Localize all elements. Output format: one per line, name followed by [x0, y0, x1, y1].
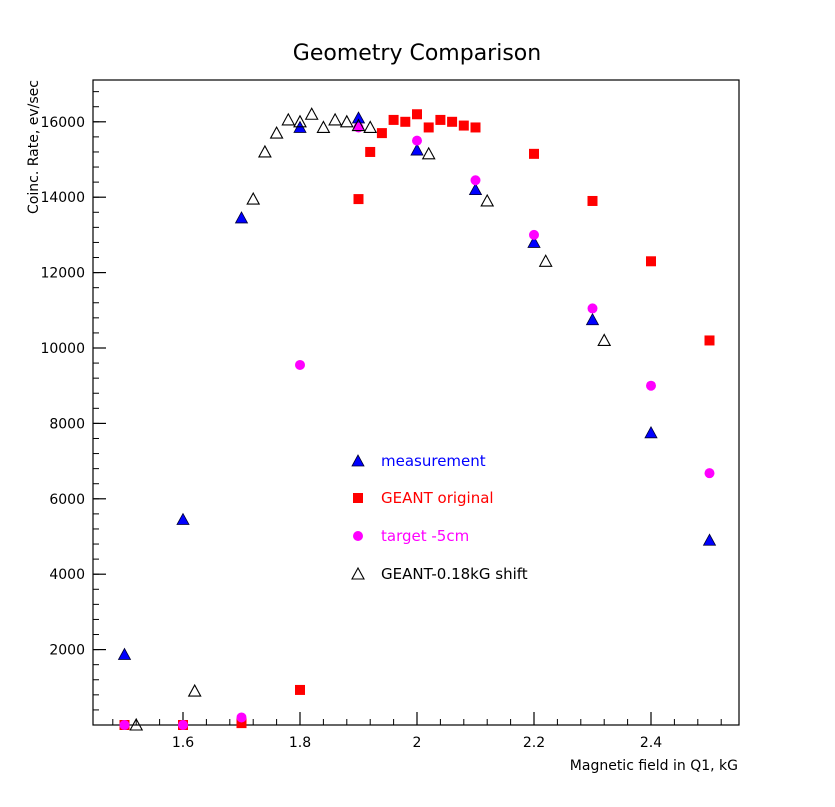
- data-point-series-3: [538, 254, 553, 267]
- data-point-series-3: [328, 112, 343, 126]
- data-point-series-0: [527, 235, 541, 248]
- legend-marker-series-1: [353, 493, 363, 503]
- legend-marker-series-3: [351, 566, 365, 580]
- data-point-series-1: [704, 335, 715, 346]
- x-axis-label: Magnetic field in Q1, kG: [570, 758, 738, 774]
- legend-label-series-3: GEANT-0.18kG shift: [381, 565, 528, 583]
- data-point-series-3: [281, 112, 296, 126]
- data-point-series-1: [529, 148, 539, 159]
- x-axis-ticks: 1.6 1.8 2 2.2 2.4: [112, 712, 722, 751]
- data-point-series-1: [435, 114, 446, 125]
- data-point-series-3: [246, 191, 261, 205]
- data-point-series-1: [470, 122, 481, 133]
- y-tick-label: 4000: [49, 567, 85, 583]
- data-point-series-3: [363, 120, 378, 134]
- data-point-series-2: [119, 720, 130, 730]
- data-point-series-3: [351, 118, 366, 132]
- legend-marker-series-2: [353, 531, 363, 541]
- data-point-series-3: [597, 333, 612, 347]
- data-point-series-2: [295, 359, 305, 370]
- data-markers: [117, 107, 717, 731]
- y-axis-label: Coinc. Rate, ev/sec: [26, 80, 42, 214]
- data-point-series-1: [458, 120, 469, 131]
- data-point-series-0: [702, 533, 717, 546]
- y-tick-label: 6000: [49, 492, 85, 508]
- data-point-series-2: [646, 380, 656, 391]
- legend: measurement GEANT original target -5cm GEAN…: [351, 452, 528, 583]
- x-tick-label: 1.8: [289, 735, 311, 751]
- x-tick-label: 2.2: [523, 735, 545, 751]
- y-tick-label: 10000: [40, 341, 85, 357]
- data-point-series-1: [236, 718, 247, 729]
- legend-marker-series-0: [351, 454, 365, 467]
- x-tick-label: 2: [413, 735, 422, 751]
- data-point-series-3: [339, 114, 354, 128]
- chart-title: Geometry Comparison: [293, 41, 541, 66]
- data-point-series-1: [447, 116, 458, 127]
- legend-label-series-0: measurement: [381, 452, 486, 470]
- x-tick-label: 1.6: [172, 735, 194, 751]
- data-point-series-1: [412, 109, 422, 120]
- legend-label-series-2: target -5cm: [381, 527, 469, 545]
- data-point-series-1: [376, 128, 387, 139]
- x-tick-label: 2.4: [640, 735, 662, 751]
- data-point-series-1: [295, 684, 305, 695]
- data-point-series-2: [236, 712, 247, 723]
- data-point-series-2: [470, 175, 481, 186]
- data-point-series-1: [353, 194, 364, 205]
- data-point-series-3: [187, 683, 202, 697]
- data-point-series-0: [234, 211, 249, 224]
- data-point-series-3: [421, 146, 436, 160]
- data-point-series-3: [129, 717, 144, 731]
- data-point-series-3: [316, 120, 331, 134]
- data-point-series-1: [587, 195, 598, 206]
- y-tick-label: 2000: [49, 643, 85, 659]
- data-point-series-2: [587, 303, 598, 314]
- y-tick-label: 8000: [49, 416, 85, 432]
- data-point-series-1: [400, 116, 411, 127]
- data-point-series-0: [410, 143, 424, 156]
- data-point-series-1: [423, 122, 434, 133]
- data-point-series-2: [178, 720, 188, 730]
- data-point-series-2: [412, 135, 422, 146]
- data-point-series-0: [117, 647, 132, 660]
- plot-area-frame: [92, 79, 740, 726]
- y-tick-label: 12000: [40, 266, 85, 282]
- data-point-series-0: [176, 512, 190, 525]
- data-point-series-1: [646, 256, 656, 267]
- y-axis-ticks: 2000 4000 6000 8000 10000 12000 14000 16000: [40, 91, 106, 726]
- data-point-series-3: [269, 125, 284, 139]
- y-tick-label: 16000: [40, 115, 85, 131]
- data-point-series-3: [293, 114, 307, 128]
- data-point-series-0: [351, 111, 366, 124]
- data-point-series-2: [529, 229, 539, 240]
- data-point-series-1: [365, 146, 376, 157]
- legend-label-series-1: GEANT original: [381, 489, 494, 507]
- data-point-series-2: [704, 468, 715, 479]
- data-point-series-3: [257, 144, 272, 158]
- data-point-series-3: [480, 193, 495, 207]
- data-point-series-1: [388, 114, 399, 125]
- data-point-series-3: [304, 107, 319, 120]
- y-tick-label: 14000: [40, 190, 85, 206]
- data-point-series-0: [644, 425, 658, 439]
- data-point-series-0: [585, 312, 600, 326]
- data-point-series-0: [468, 182, 483, 196]
